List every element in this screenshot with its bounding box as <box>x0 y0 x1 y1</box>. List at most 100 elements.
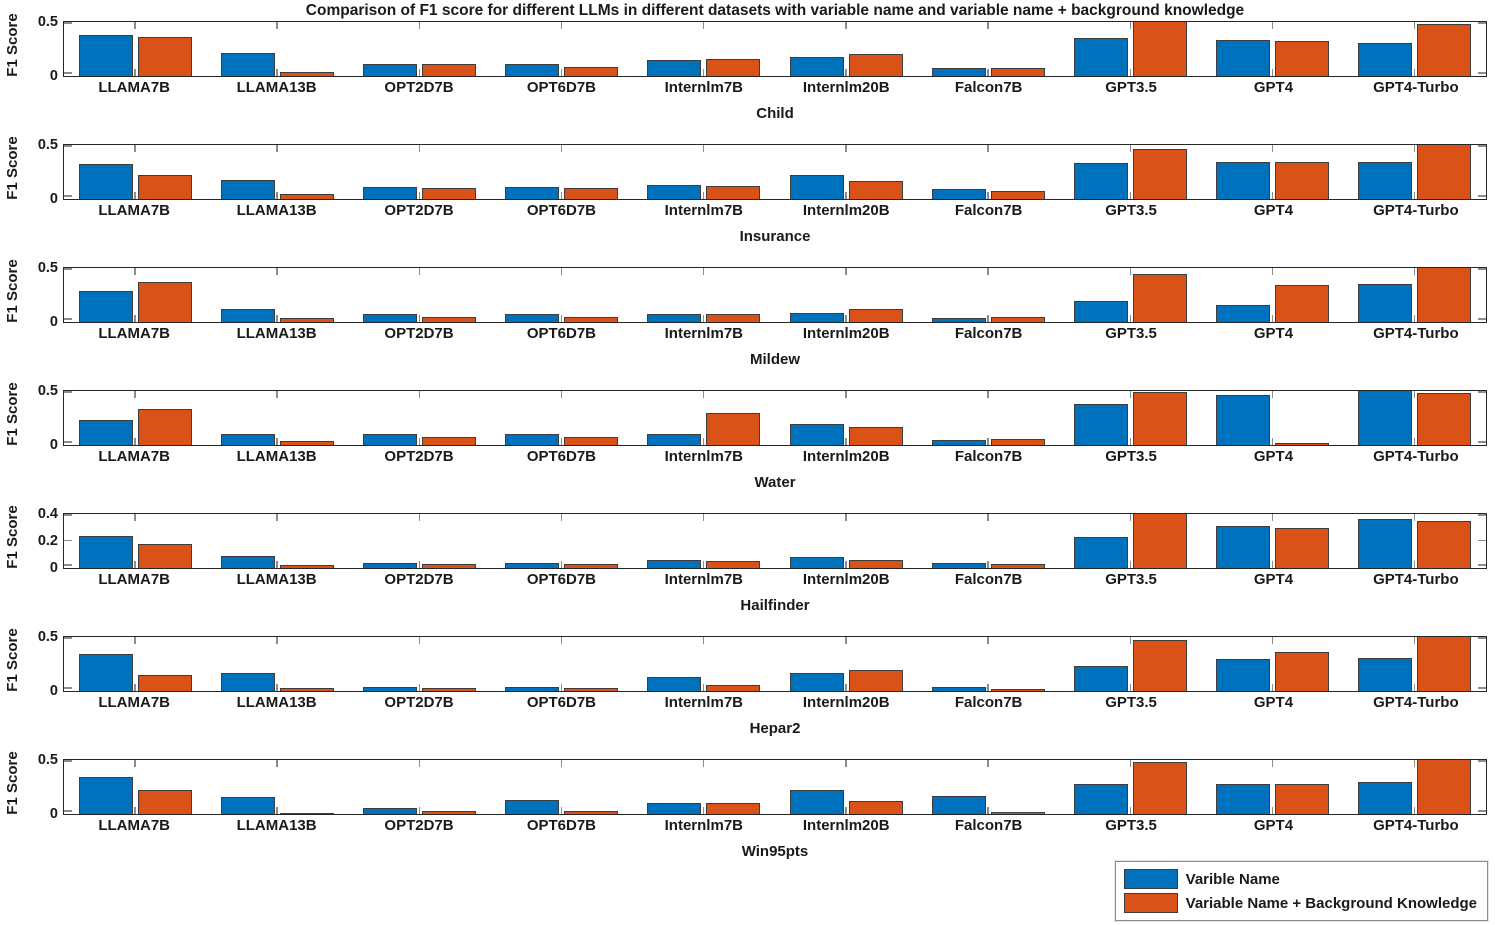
x-tick-mark <box>418 561 420 568</box>
x-tick-labels: LLAMA7B LLAMA13B OPT2D7B OPT6D7B Internlm7B I… <box>63 202 1487 219</box>
x-tick-mark <box>276 22 278 29</box>
x-tick-mark <box>987 391 989 398</box>
bar-pair <box>1202 760 1344 814</box>
x-tick-mark <box>987 192 989 199</box>
x-tick-label: OPT2D7B <box>384 325 454 342</box>
x-tick-mark <box>1271 145 1274 152</box>
bar-group-gpt4 <box>1202 514 1344 568</box>
x-tick-mark <box>276 514 278 521</box>
bar-mildew-gpt3.5-s2 <box>1133 274 1188 322</box>
x-tick-labels: LLAMA7B LLAMA13B OPT2D7B OPT6D7B Internlm7B I… <box>63 79 1487 96</box>
bar-pair <box>206 145 348 199</box>
bar-group-gpt3.5 <box>1059 760 1201 814</box>
y-tick-label: 0.5 <box>37 260 58 276</box>
x-tick-mark <box>987 514 989 521</box>
y-tick-mark <box>64 195 72 197</box>
subplot-insurance: F1 Score 0 0.5 LLAMA7B LLAMA13B OPT2D7B OPT6D7… <box>0 136 1495 267</box>
bar-hepar2-gpt4-turbo-s2 <box>1417 637 1472 691</box>
bar-pair <box>917 514 1059 568</box>
x-tick-mark <box>845 69 847 76</box>
bar-group-gpt3.5 <box>1059 514 1201 568</box>
bar-pair <box>206 637 348 691</box>
x-tick-mark <box>702 268 705 275</box>
x-tick-mark <box>134 22 136 29</box>
x-tick-mark <box>702 561 705 568</box>
x-tick-label: OPT6D7B <box>526 202 597 219</box>
x-tick-mark <box>560 514 563 521</box>
bar-group-opt2d7b <box>348 268 490 322</box>
x-tick-label: GPT4 <box>1253 79 1294 96</box>
x-tick-label: GPT4 <box>1253 202 1294 219</box>
x-tick-label: LLAMA7B <box>98 79 171 96</box>
bar-hailfinder-gpt3.5-s2 <box>1133 514 1188 568</box>
y-tick-mark <box>64 539 72 541</box>
x-tick-mark <box>845 192 847 199</box>
x-tick-mark <box>418 637 420 644</box>
bar-pair <box>775 268 917 322</box>
x-tick-mark <box>987 438 989 445</box>
y-tick-label: 0.5 <box>37 137 58 153</box>
subplot-win95pts: F1 Score 0 0.5 LLAMA7B LLAMA13B OPT2D7B OPT6D7… <box>0 751 1495 882</box>
x-tick-label: Internlm7B <box>664 325 743 342</box>
x-tick-mark <box>1271 807 1274 814</box>
bar-pair <box>348 268 490 322</box>
x-tick-label: Falcon7B <box>954 325 1023 342</box>
x-tick-mark <box>1129 684 1132 691</box>
bar-water-gpt3.5-s1 <box>1073 403 1129 445</box>
bar-group-opt2d7b <box>348 22 490 76</box>
y-tick-label: 0 <box>49 806 58 822</box>
x-tick-mark <box>276 192 278 199</box>
bar-group-internlm20b <box>775 145 917 199</box>
x-tick-mark <box>1413 315 1416 322</box>
bar-group-gpt4-turbo <box>1344 760 1486 814</box>
bar-group-internlm7b <box>633 268 775 322</box>
y-tick-label: 0 <box>49 560 58 576</box>
x-tick-label: GPT4-Turbo <box>1373 571 1459 588</box>
x-tick-mark <box>276 391 278 398</box>
bar-hepar2-opt6d7b-s2 <box>564 687 619 691</box>
bar-insurance-falcon7b-s2 <box>990 191 1045 199</box>
x-tick-label: Falcon7B <box>954 448 1023 465</box>
bar-pair <box>775 637 917 691</box>
x-tick-mark <box>1413 268 1416 275</box>
x-tick-label: Internlm20B <box>802 694 890 711</box>
x-tick-label: Internlm7B <box>664 694 743 711</box>
x-tick-label: OPT2D7B <box>384 448 454 465</box>
x-tick-label: Internlm20B <box>802 571 890 588</box>
y-tick-mark <box>64 687 72 689</box>
x-tick-mark <box>1413 514 1416 521</box>
bar-pair <box>1202 268 1344 322</box>
bar-win95pts-gpt4-s2 <box>1275 783 1330 814</box>
x-tick-label: LLAMA13B <box>236 817 317 834</box>
bar-hailfinder-llama7b-s1 <box>78 535 133 568</box>
y-tick-mark <box>64 318 72 320</box>
y-tick-label: 0.5 <box>37 752 58 768</box>
bar-pair <box>633 22 775 76</box>
x-tick-mark <box>276 684 278 691</box>
bar-pair <box>633 637 775 691</box>
x-tick-mark <box>1129 514 1132 521</box>
x-tick-mark <box>987 268 989 275</box>
bar-groups <box>64 391 1486 445</box>
bar-pair <box>491 145 633 199</box>
bar-pair <box>917 145 1059 199</box>
bar-pair <box>1344 391 1486 445</box>
y-tick-label: 0 <box>49 437 58 453</box>
y-tick-label: 0 <box>49 683 58 699</box>
x-tick-mark <box>845 684 847 691</box>
legend-item: Varible Name <box>1123 867 1477 891</box>
x-tick-label: LLAMA7B <box>98 448 171 465</box>
bar-hepar2-opt2d7b-s2 <box>422 687 477 691</box>
bar-child-opt6d7b-s1 <box>505 64 560 76</box>
x-tick-mark <box>560 807 563 814</box>
bar-group-llama7b <box>64 22 206 76</box>
x-tick-label: LLAMA7B <box>98 694 171 711</box>
bar-group-opt6d7b <box>491 391 633 445</box>
bar-hailfinder-opt6d7b-s2 <box>564 563 619 568</box>
x-tick-label: Internlm20B <box>802 202 890 219</box>
bar-pair <box>1059 514 1201 568</box>
x-tick-mark <box>418 192 420 199</box>
x-tick-mark <box>1413 145 1416 152</box>
y-tick-mark <box>64 145 72 147</box>
bar-pair <box>64 145 206 199</box>
